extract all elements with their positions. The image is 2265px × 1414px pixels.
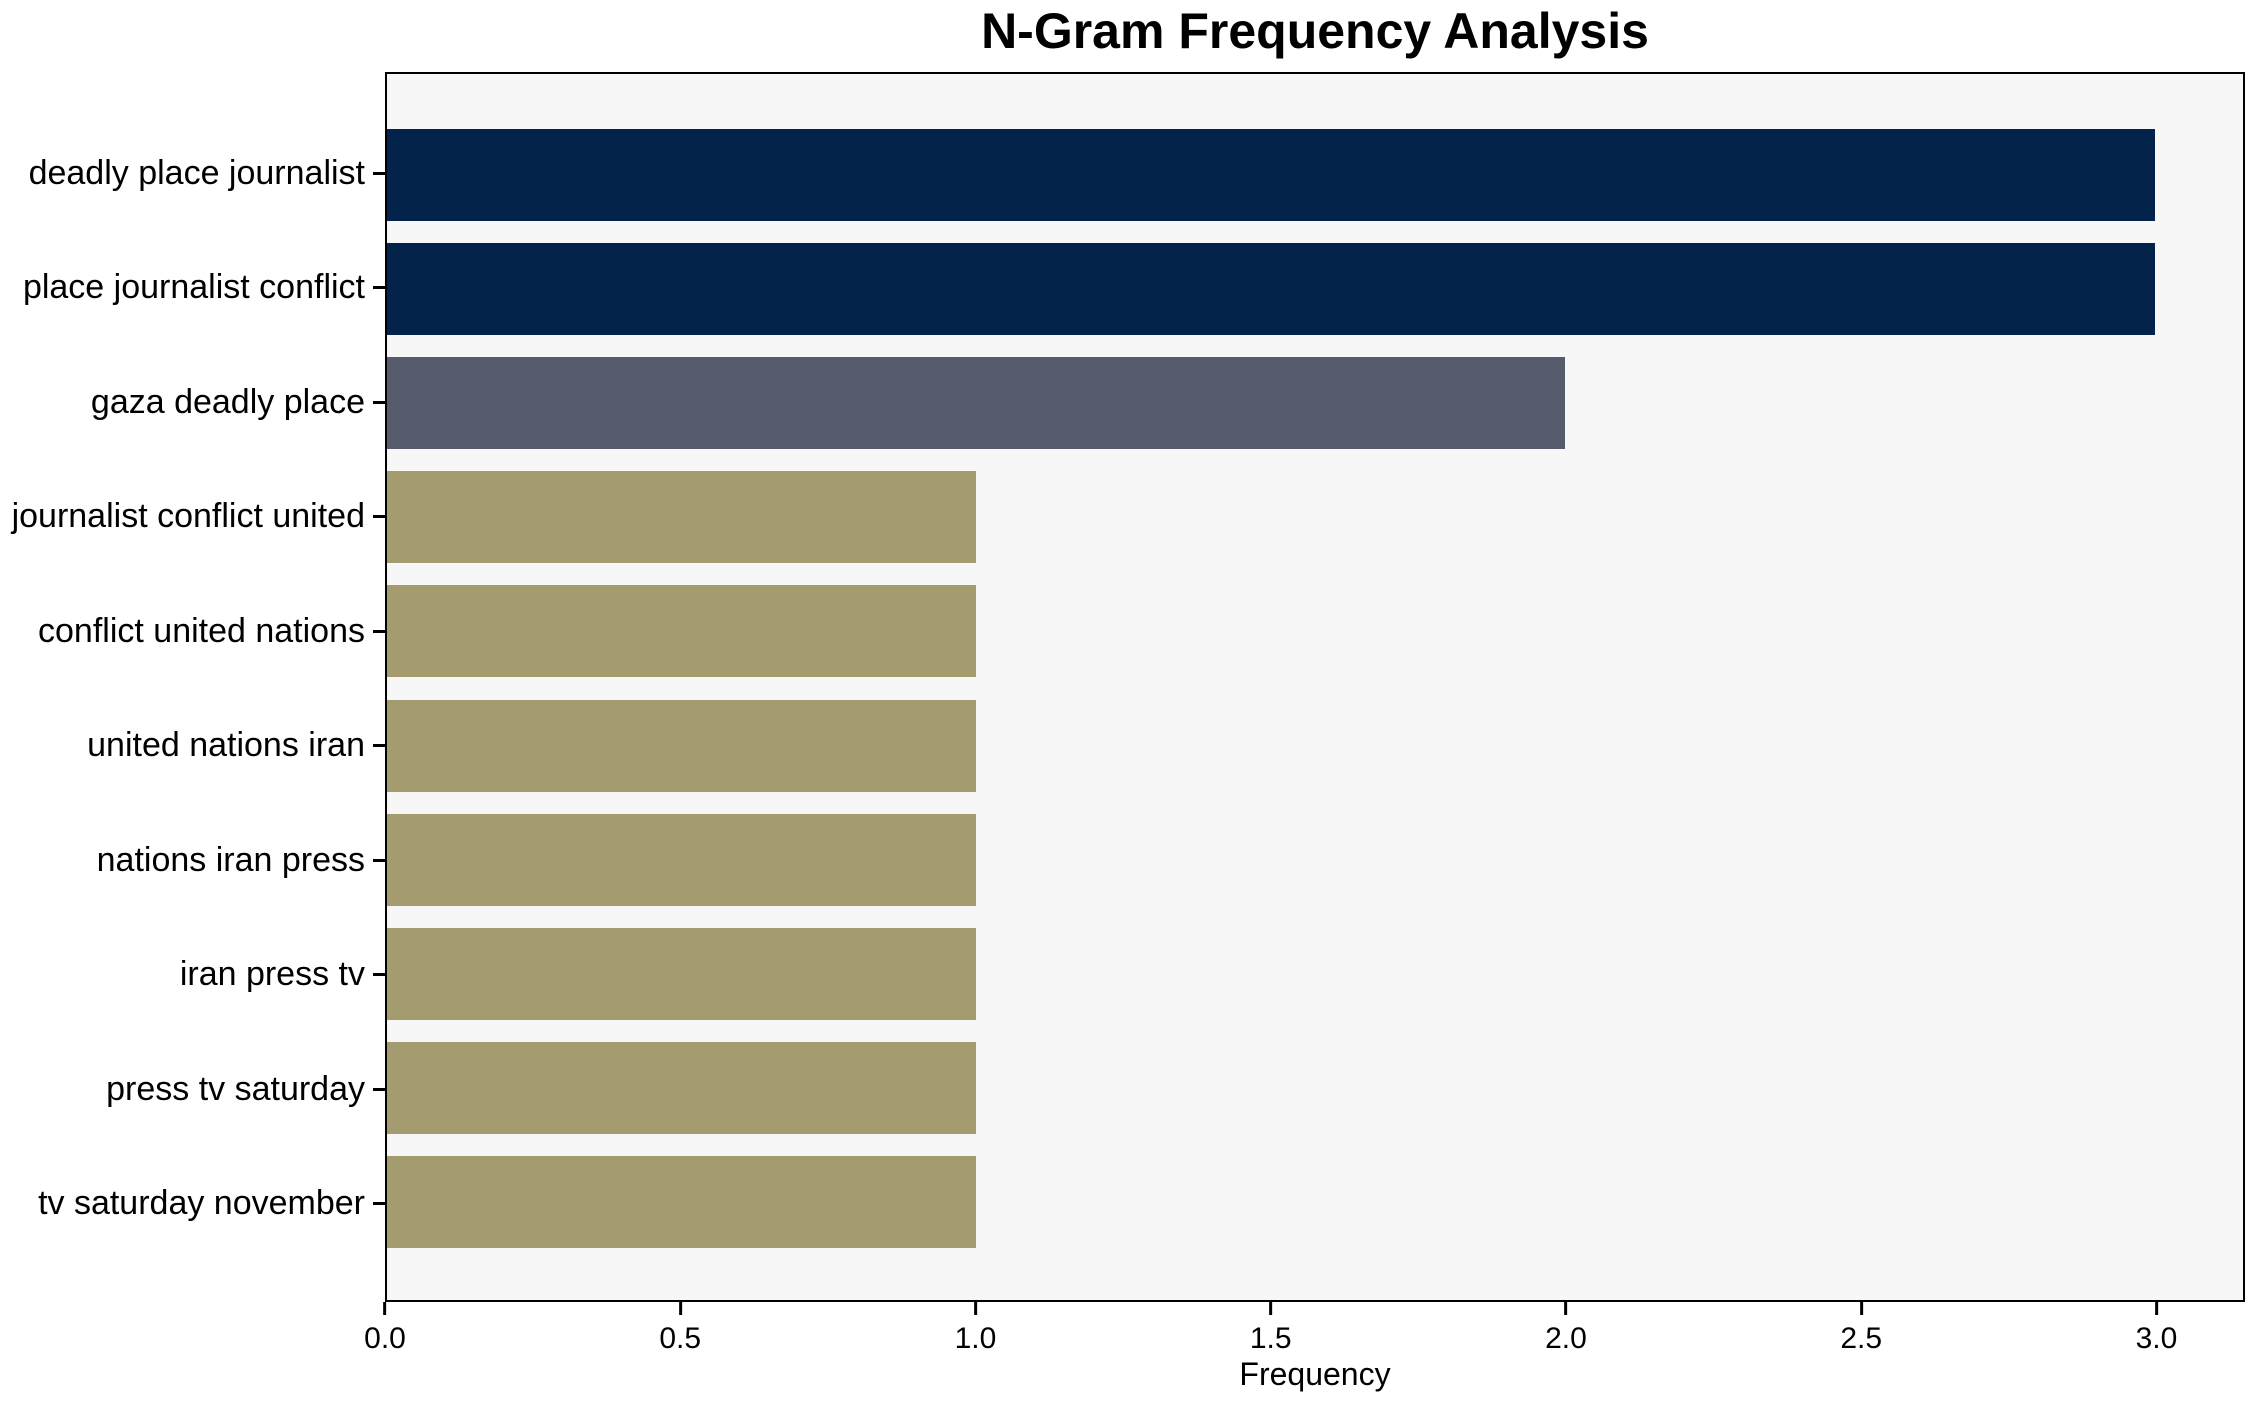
bar-row xyxy=(387,460,2243,574)
bar xyxy=(387,699,977,792)
x-tick: 1.0 xyxy=(954,1302,997,1356)
y-tick-mark xyxy=(373,286,385,290)
bar xyxy=(387,471,977,564)
y-tick-mark xyxy=(373,744,385,748)
x-tick: 1.5 xyxy=(1250,1302,1292,1356)
x-tick-label: 1.5 xyxy=(1249,1322,1292,1355)
bar xyxy=(387,1155,977,1248)
y-tick-row: united nations iran xyxy=(0,689,385,804)
y-tick-label: conflict united nations xyxy=(38,611,365,650)
bar xyxy=(387,357,1566,450)
y-tick-label: deadly place journalist xyxy=(28,153,365,192)
y-tick-label: gaza deadly place xyxy=(90,382,365,421)
y-tick-row: gaza deadly place xyxy=(0,345,385,460)
y-tick-row: deadly place journalist xyxy=(0,116,385,231)
bar xyxy=(387,1041,977,1134)
y-tick-mark xyxy=(373,1087,385,1091)
y-tick-mark xyxy=(373,400,385,404)
y-tick-label: tv saturday november xyxy=(38,1184,365,1223)
x-tick: 0.5 xyxy=(659,1302,701,1356)
x-tick-label: 2.5 xyxy=(1840,1322,1883,1355)
plot-area xyxy=(385,72,2245,1302)
bar xyxy=(387,585,977,678)
x-tick-label: 1.0 xyxy=(954,1322,997,1355)
bars-container xyxy=(387,74,2243,1300)
y-tick-mark xyxy=(373,973,385,977)
x-tick-mark xyxy=(1564,1302,1568,1315)
bar-row xyxy=(387,1145,2243,1259)
bar-row xyxy=(387,803,2243,917)
bar-row xyxy=(387,1031,2243,1145)
x-tick-label: 0.0 xyxy=(364,1322,406,1355)
x-axis: 0.0 0.5 1.0 1.5 2.0 2.5 3.0 xyxy=(364,1302,2245,1372)
x-tick: 0.0 xyxy=(364,1302,406,1356)
bar xyxy=(387,927,977,1020)
x-tick-label: 2.0 xyxy=(1545,1322,1587,1355)
chart-title: N-Gram Frequency Analysis xyxy=(981,3,1649,59)
y-tick-mark xyxy=(373,171,385,175)
x-axis-title: Frequency xyxy=(1239,1356,1391,1392)
y-tick-label: journalist conflict united xyxy=(11,497,365,536)
bar-row xyxy=(387,917,2243,1031)
y-tick-label: press tv saturday xyxy=(106,1069,365,1108)
x-tick: 2.0 xyxy=(1545,1302,1587,1356)
y-tick-row: press tv saturday xyxy=(0,1032,385,1147)
y-tick-row: iran press tv xyxy=(0,918,385,1033)
y-tick-row: place journalist conflict xyxy=(0,231,385,346)
y-tick-label: united nations iran xyxy=(87,726,365,765)
y-tick-mark xyxy=(373,1202,385,1206)
bar-row xyxy=(387,346,2243,460)
x-tick-mark xyxy=(1269,1302,1273,1315)
x-tick: 2.5 xyxy=(1840,1302,1882,1356)
y-tick-row: journalist conflict united xyxy=(0,460,385,575)
bar-row xyxy=(387,118,2243,232)
x-tick-label: 0.5 xyxy=(659,1322,702,1355)
y-tick-mark xyxy=(373,629,385,633)
y-axis-labels: deadly place journalist place journalist… xyxy=(0,72,385,1302)
x-tick-mark xyxy=(973,1302,977,1315)
bar xyxy=(387,813,977,906)
bar-row xyxy=(387,688,2243,802)
y-tick-row: tv saturday november xyxy=(0,1147,385,1262)
x-tick: 3.0 xyxy=(2135,1302,2178,1356)
bar xyxy=(387,129,2155,222)
bar xyxy=(387,243,2155,336)
bar-row xyxy=(387,232,2243,346)
y-tick-label: nations iran press xyxy=(96,840,365,879)
bar-row xyxy=(387,574,2243,688)
y-tick-row: nations iran press xyxy=(0,803,385,918)
x-tick-mark xyxy=(678,1302,682,1315)
x-tick-mark xyxy=(2154,1302,2158,1315)
x-tick-label: 3.0 xyxy=(2135,1322,2178,1355)
y-tick-label: place journalist conflict xyxy=(22,268,365,307)
y-tick-mark xyxy=(373,858,385,862)
y-tick-label: iran press tv xyxy=(179,955,365,994)
y-tick-mark xyxy=(373,515,385,519)
x-tick-mark xyxy=(1859,1302,1863,1315)
x-tick-mark xyxy=(383,1302,387,1315)
y-tick-row: conflict united nations xyxy=(0,574,385,689)
